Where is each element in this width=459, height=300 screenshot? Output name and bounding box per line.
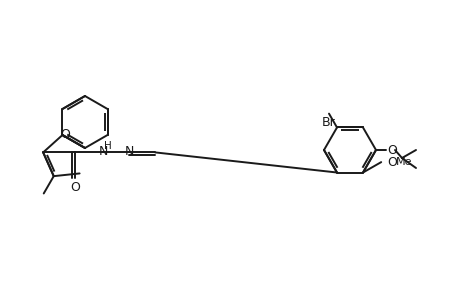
Text: N: N [124, 145, 134, 158]
Text: H: H [104, 141, 112, 152]
Text: Br: Br [321, 116, 335, 129]
Text: O: O [70, 181, 80, 194]
Text: O: O [61, 128, 70, 140]
Text: O: O [386, 143, 396, 157]
Text: N: N [98, 145, 107, 158]
Text: O: O [386, 156, 396, 169]
Text: Me: Me [395, 157, 412, 167]
